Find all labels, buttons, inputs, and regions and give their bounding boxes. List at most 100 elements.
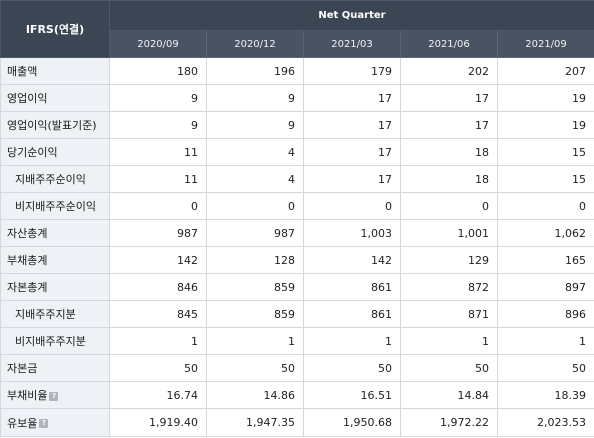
table-row: 유보율? 1,919.40 1,947.35 1,950.68 1,972.22 2,02… bbox=[0, 408, 594, 437]
value-cell: 0 bbox=[400, 192, 498, 220]
value-cell: 1 bbox=[400, 327, 498, 355]
row-label-text: 부채비율 bbox=[7, 389, 48, 402]
value-cell: 17 bbox=[400, 111, 498, 139]
value-cell: 11 bbox=[109, 165, 207, 193]
value-cell: 19 bbox=[496, 84, 594, 112]
value-cell: 179 bbox=[303, 57, 401, 85]
value-cell: 50 bbox=[400, 354, 498, 382]
value-cell: 987 bbox=[109, 219, 207, 247]
value-cell: 142 bbox=[109, 246, 207, 274]
row-label: 자본총계 bbox=[0, 273, 110, 301]
value-cell: 17 bbox=[400, 84, 498, 112]
value-cell: 861 bbox=[303, 300, 401, 328]
value-cell: 16.51 bbox=[303, 381, 401, 409]
row-label: 자본금 bbox=[0, 354, 110, 382]
value-cell: 861 bbox=[303, 273, 401, 301]
value-cell: 1,950.68 bbox=[303, 408, 401, 437]
period-header-2020-09: 2020/09 bbox=[109, 30, 207, 58]
value-cell: 128 bbox=[206, 246, 304, 274]
value-cell: 50 bbox=[303, 354, 401, 382]
help-icon[interactable]: ? bbox=[39, 419, 49, 428]
value-cell: 4 bbox=[206, 138, 304, 166]
value-cell: 50 bbox=[206, 354, 304, 382]
table-row: 부채총계 142 128 142 129 165 bbox=[0, 246, 594, 274]
value-cell: 14.84 bbox=[400, 381, 498, 409]
row-label-text: 영업이익 bbox=[7, 92, 48, 105]
row-label: 유보율? bbox=[0, 408, 110, 437]
value-cell: 1 bbox=[109, 327, 207, 355]
value-cell: 0 bbox=[303, 192, 401, 220]
period-header-2020-12: 2020/12 bbox=[206, 30, 304, 58]
value-cell: 1,003 bbox=[303, 219, 401, 247]
value-cell: 11 bbox=[109, 138, 207, 166]
value-cell: 0 bbox=[206, 192, 304, 220]
value-cell: 1,919.40 bbox=[109, 408, 207, 437]
value-cell: 871 bbox=[400, 300, 498, 328]
value-cell: 846 bbox=[109, 273, 207, 301]
row-label-text: 유보율 bbox=[7, 416, 38, 430]
row-label-text: 당기순이익 bbox=[7, 146, 58, 159]
row-label: 지배주주순이익 bbox=[0, 165, 110, 193]
value-cell: 9 bbox=[109, 84, 207, 112]
table-row: 매출액 180 196 179 202 207 bbox=[0, 57, 594, 85]
value-cell: 18 bbox=[400, 165, 498, 193]
value-cell: 897 bbox=[496, 273, 594, 301]
value-cell: 202 bbox=[400, 57, 498, 85]
row-label: 매출액 bbox=[0, 57, 110, 85]
table-row: 자본총계 846 859 861 872 897 bbox=[0, 273, 594, 301]
value-cell: 9 bbox=[206, 84, 304, 112]
row-label-text: 자본총계 bbox=[7, 281, 48, 294]
row-label: 지배주주지분 bbox=[0, 300, 110, 328]
row-label-text: 영업이익(발표기준) bbox=[7, 119, 97, 132]
value-cell: 207 bbox=[496, 57, 594, 85]
value-cell: 18.39 bbox=[496, 381, 594, 409]
row-label: 영업이익(발표기준) bbox=[0, 111, 110, 139]
value-cell: 196 bbox=[206, 57, 304, 85]
row-label: 비지배주주지분 bbox=[0, 327, 110, 355]
row-label: 부채총계 bbox=[0, 246, 110, 274]
value-cell: 16.74 bbox=[109, 381, 207, 409]
table-row: 영업이익 9 9 17 17 19 bbox=[0, 84, 594, 112]
value-cell: 17 bbox=[303, 84, 401, 112]
value-cell: 180 bbox=[109, 57, 207, 85]
value-cell: 987 bbox=[206, 219, 304, 247]
value-cell: 859 bbox=[206, 300, 304, 328]
value-cell: 1,062 bbox=[496, 219, 594, 247]
value-cell: 2,023.53 bbox=[496, 408, 594, 437]
period-header-2021-09: 2021/09 bbox=[496, 30, 594, 58]
value-cell: 17 bbox=[303, 138, 401, 166]
row-label-text: 부채총계 bbox=[7, 254, 48, 267]
value-cell: 19 bbox=[496, 111, 594, 139]
value-cell: 18 bbox=[400, 138, 498, 166]
value-cell: 1,001 bbox=[400, 219, 498, 247]
value-cell: 872 bbox=[400, 273, 498, 301]
table-row: 지배주주순이익 11 4 17 18 15 bbox=[0, 165, 594, 193]
row-label-text: 매출액 bbox=[7, 65, 38, 78]
value-cell: 1 bbox=[496, 327, 594, 355]
row-label-text: 자본금 bbox=[7, 362, 38, 375]
value-cell: 17 bbox=[303, 165, 401, 193]
value-cell: 15 bbox=[496, 138, 594, 166]
value-cell: 0 bbox=[109, 192, 207, 220]
row-label: 영업이익 bbox=[0, 84, 110, 112]
value-cell: 165 bbox=[496, 246, 594, 274]
accounting-standard-header: IFRS(연결) bbox=[0, 0, 110, 58]
row-label: 부채비율? bbox=[0, 381, 110, 409]
value-cell: 1 bbox=[303, 327, 401, 355]
row-label: 비지배주주순이익 bbox=[0, 192, 110, 220]
value-cell: 1,947.35 bbox=[206, 408, 304, 437]
value-cell: 129 bbox=[400, 246, 498, 274]
row-label: 자산총계 bbox=[0, 219, 110, 247]
value-cell: 15 bbox=[496, 165, 594, 193]
table-row: 당기순이익 11 4 17 18 15 bbox=[0, 138, 594, 166]
help-icon[interactable]: ? bbox=[49, 391, 59, 401]
period-header-2021-03: 2021/03 bbox=[303, 30, 401, 58]
table-row: 부채비율? 16.74 14.86 16.51 14.84 18.39 bbox=[0, 381, 594, 409]
value-cell: 4 bbox=[206, 165, 304, 193]
table-row: 지배주주지분 845 859 861 871 896 bbox=[0, 300, 594, 328]
period-header-2021-06: 2021/06 bbox=[400, 30, 498, 58]
value-cell: 1 bbox=[206, 327, 304, 355]
value-cell: 50 bbox=[109, 354, 207, 382]
row-label-text: 지배주주순이익 bbox=[15, 173, 86, 186]
